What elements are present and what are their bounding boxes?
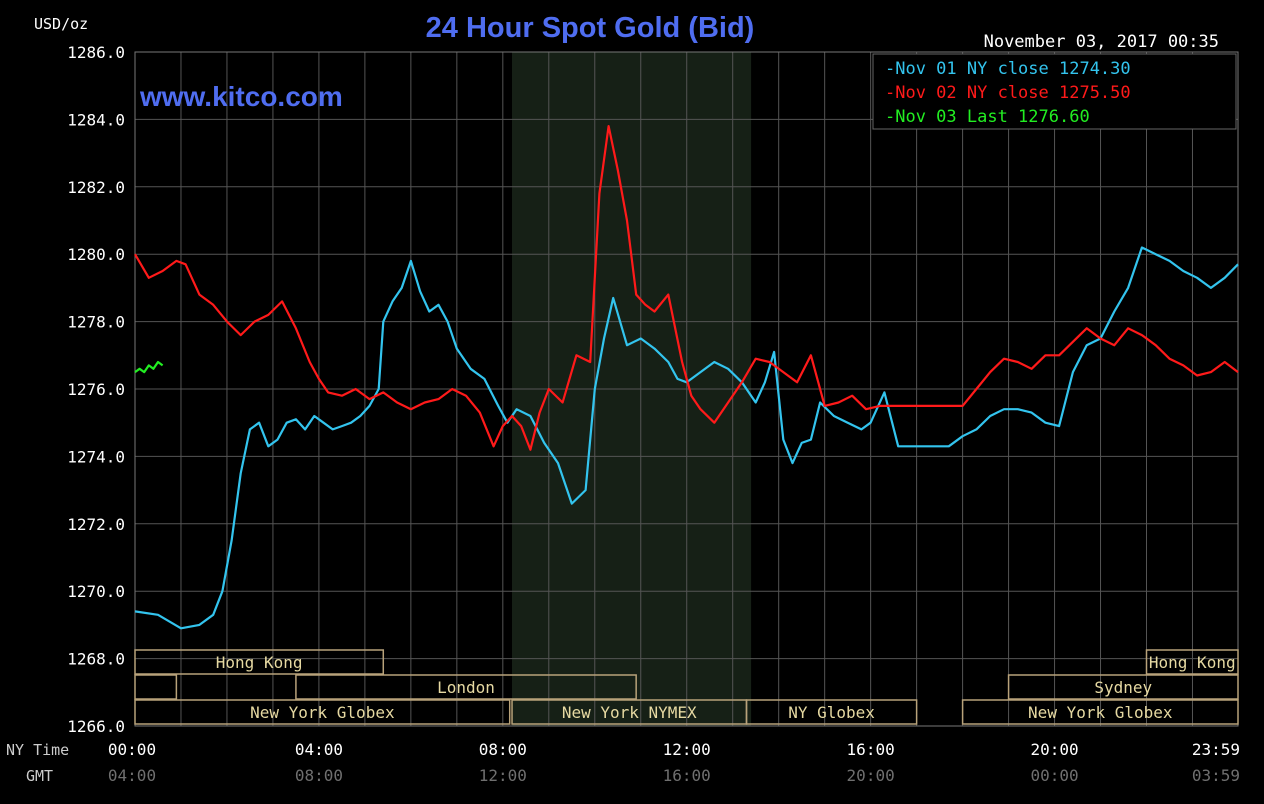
market-session-label: Hong Kong [1149, 653, 1236, 672]
website-label: www.kitco.com [139, 81, 343, 112]
y-tick-label: 1282.0 [67, 178, 125, 197]
chart-title: 24 Hour Spot Gold (Bid) [426, 12, 755, 44]
market-session-box [745, 699, 918, 725]
x-tick-label-ny: 23:59 [1192, 740, 1240, 759]
x-tick-label-ny: 08:00 [479, 740, 527, 759]
legend: -Nov 01 NY close 1274.30 -Nov 02 NY close… [885, 59, 1131, 127]
market-session-box [134, 674, 178, 700]
market-session-label: London [437, 678, 495, 697]
y-tick-label: 1272.0 [67, 515, 125, 534]
series-layer [134, 124, 1239, 630]
market-session-label: New York Globex [250, 703, 395, 722]
grid-layer [134, 51, 1239, 727]
y-tick-label: 1266.0 [67, 717, 125, 736]
x-tick-label-ny: 04:00 [295, 740, 343, 759]
series-line [134, 246, 1239, 630]
y-tick-label: 1268.0 [67, 650, 125, 669]
x-tick-label-gmt: 08:00 [295, 766, 343, 785]
x-tick-label-gmt: 00:00 [1030, 766, 1078, 785]
legend-box [872, 53, 1237, 130]
market-session-box [134, 649, 385, 675]
legend-entry: -Nov 01 NY close 1274.30 [885, 59, 1131, 79]
y-tick-label: 1276.0 [67, 380, 125, 399]
market-session-label: NY Globex [788, 703, 875, 722]
market-session-box [1007, 674, 1239, 700]
legend-entry: -Nov 03 Last 1276.60 [885, 107, 1090, 127]
series-line [134, 124, 1239, 451]
y-tick-label: 1280.0 [67, 245, 125, 264]
timestamp: November 03, 2017 00:35 [984, 32, 1219, 52]
x-tick-label-gmt: 20:00 [847, 766, 895, 785]
market-session-label: New York NYMEX [562, 703, 697, 722]
x-tick-label-ny: 12:00 [663, 740, 711, 759]
market-sessions: Hong Kong Hong Kong London Sydney New York G… [134, 649, 1239, 725]
market-session-label: Hong Kong [216, 653, 303, 672]
x-tick-label-gmt: 12:00 [479, 766, 527, 785]
x-tick-label-gmt: 16:00 [663, 766, 711, 785]
y-tick-label: 1270.0 [67, 582, 125, 601]
plot-frame [134, 51, 1239, 727]
x-tick-label-ny: 20:00 [1030, 740, 1078, 759]
x-tick-label-gmt: 03:59 [1192, 766, 1240, 785]
units-label: USD/oz [34, 15, 88, 33]
ny-time-label: NY Time [6, 741, 69, 759]
x-tick-label-gmt: 04:00 [108, 766, 156, 785]
market-session-label: Sydney [1094, 678, 1152, 697]
y-tick-label: 1274.0 [67, 447, 125, 466]
market-session-box [134, 699, 511, 725]
x-tick-label-ny: 00:00 [108, 740, 156, 759]
x-tick-label-ny: 16:00 [847, 740, 895, 759]
y-tick-label: 1286.0 [67, 43, 125, 62]
market-session-box [295, 674, 637, 700]
series-line [134, 360, 164, 374]
gmt-label: GMT [26, 767, 53, 785]
y-tick-label: 1278.0 [67, 313, 125, 332]
y-tick-label: 1284.0 [67, 110, 125, 129]
market-session-box [961, 699, 1239, 725]
market-session-box [1145, 649, 1239, 675]
market-session-label: New York Globex [1028, 703, 1173, 722]
axis-layer: 1286.0 1284.0 1282.0 1280.0 1278.0 1276.0 1274… [67, 43, 1240, 785]
legend-entry: -Nov 02 NY close 1275.50 [885, 83, 1131, 103]
